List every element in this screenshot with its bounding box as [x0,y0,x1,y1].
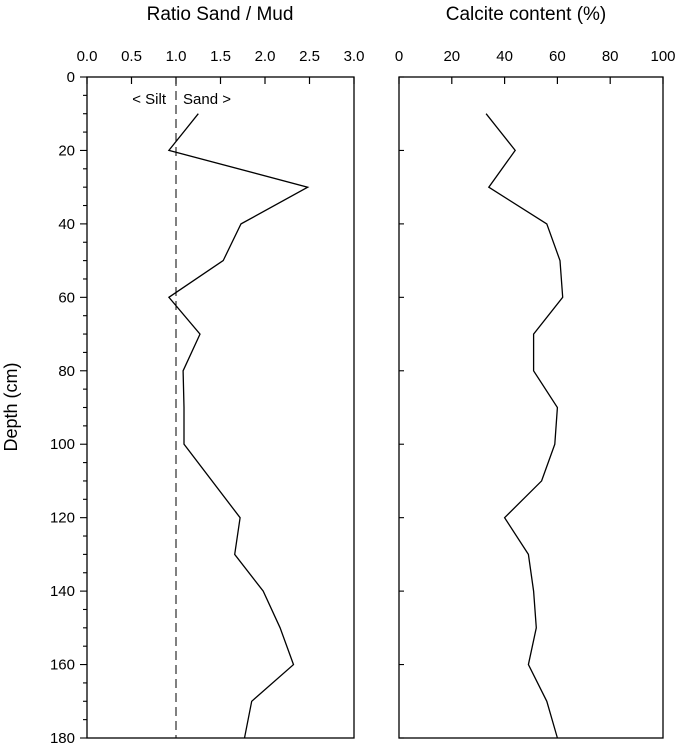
panel1-x-tick-label: 0.0 [77,48,98,65]
panel1-x-tick-label: 0.5 [121,48,142,65]
panel1-series-line [167,113,310,739]
plot-layer: 0.0 0.5 1.0 1.5 2.0 2.5 3.0 0 20 40 60 80 100 120 140 1… [50,48,676,745]
panel1-title: Ratio Sand / Mud [147,4,294,25]
panel1-frame [86,76,355,739]
y-tick-label: 40 [58,216,75,233]
y-tick-label: 20 [58,142,75,159]
y-tick-label: 80 [58,363,75,380]
panel1-x-tick-label: 1.5 [210,48,231,65]
panel1-x-tick-label: 1.0 [166,48,187,65]
panel1-x-tick-label: 3.0 [344,48,365,65]
y-tick-label: 140 [50,583,75,600]
panel2-x-tick-label: 0 [395,48,403,65]
panel2-frame [398,76,664,739]
panel1-x-tick-label: 2.0 [255,48,276,65]
y-tick-label: 0 [67,69,75,86]
panel2-x-tick-label: 60 [549,48,566,65]
sand-annotation: Sand > [183,91,231,108]
y-tick-label: 60 [58,289,75,306]
panel2-x-tick-label: 40 [496,48,513,65]
silt-annotation: < Silt [132,91,167,108]
y-tick-label: 180 [50,730,75,745]
panel1-x-tick-label: 2.5 [299,48,320,65]
y-tick-label: 100 [50,436,75,453]
panel2-x-tick-label: 100 [650,48,675,65]
y-tick-label: 160 [50,657,75,674]
panel2-x-tick-label: 20 [443,48,460,65]
panel2-series-line [485,113,564,739]
y-axis-label: Depth (cm) [1,362,21,451]
panel2-x-tick-label: 80 [602,48,619,65]
y-tick-label: 120 [50,510,75,527]
panel2-title: Calcite content (%) [446,4,607,25]
